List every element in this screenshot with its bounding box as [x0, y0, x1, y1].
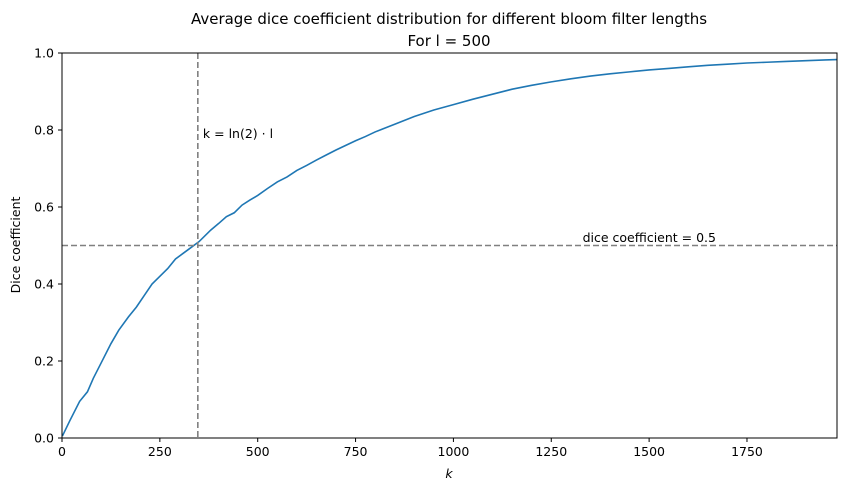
y-tick-label: 1.0 [34, 46, 54, 61]
plot-area [61, 53, 838, 438]
chart-title: Average dice coefficient distribution fo… [191, 10, 707, 28]
y-axis-label: Dice coefficient [8, 197, 23, 294]
annotation-1: dice coefficient = 0.5 [583, 230, 716, 245]
plot-frame [61, 52, 838, 439]
x-tick-label: 750 [344, 444, 368, 459]
y-tick-label: 0.0 [34, 431, 54, 446]
x-tick-label: 0 [58, 444, 66, 459]
x-tick-label: 250 [148, 444, 172, 459]
x-tick-label: 1000 [438, 444, 470, 459]
x-axis-ticks: 0 250 500 750 1000 1250 1500 1750 [58, 438, 763, 459]
x-tick-label: 1500 [633, 444, 665, 459]
y-tick-label: 0.2 [34, 354, 54, 369]
y-tick-label: 0.4 [34, 277, 54, 292]
chart-subtitle: For l = 500 [407, 32, 490, 50]
x-tick-label: 1750 [731, 444, 763, 459]
y-tick-label: 0.8 [34, 123, 54, 138]
annotations: k = ln(2) · l dice coefficient = 0.5 [203, 126, 716, 245]
y-tick-label: 0.6 [34, 200, 54, 215]
x-axis-label: k [445, 466, 453, 481]
x-tick-label: 500 [246, 444, 270, 459]
x-tick-label: 1250 [535, 444, 567, 459]
y-axis-ticks: 0.0 0.2 0.4 0.6 0.8 1.0 [34, 46, 62, 446]
annotation-0: k = ln(2) · l [203, 126, 273, 141]
series-line-0 [61, 58, 838, 437]
